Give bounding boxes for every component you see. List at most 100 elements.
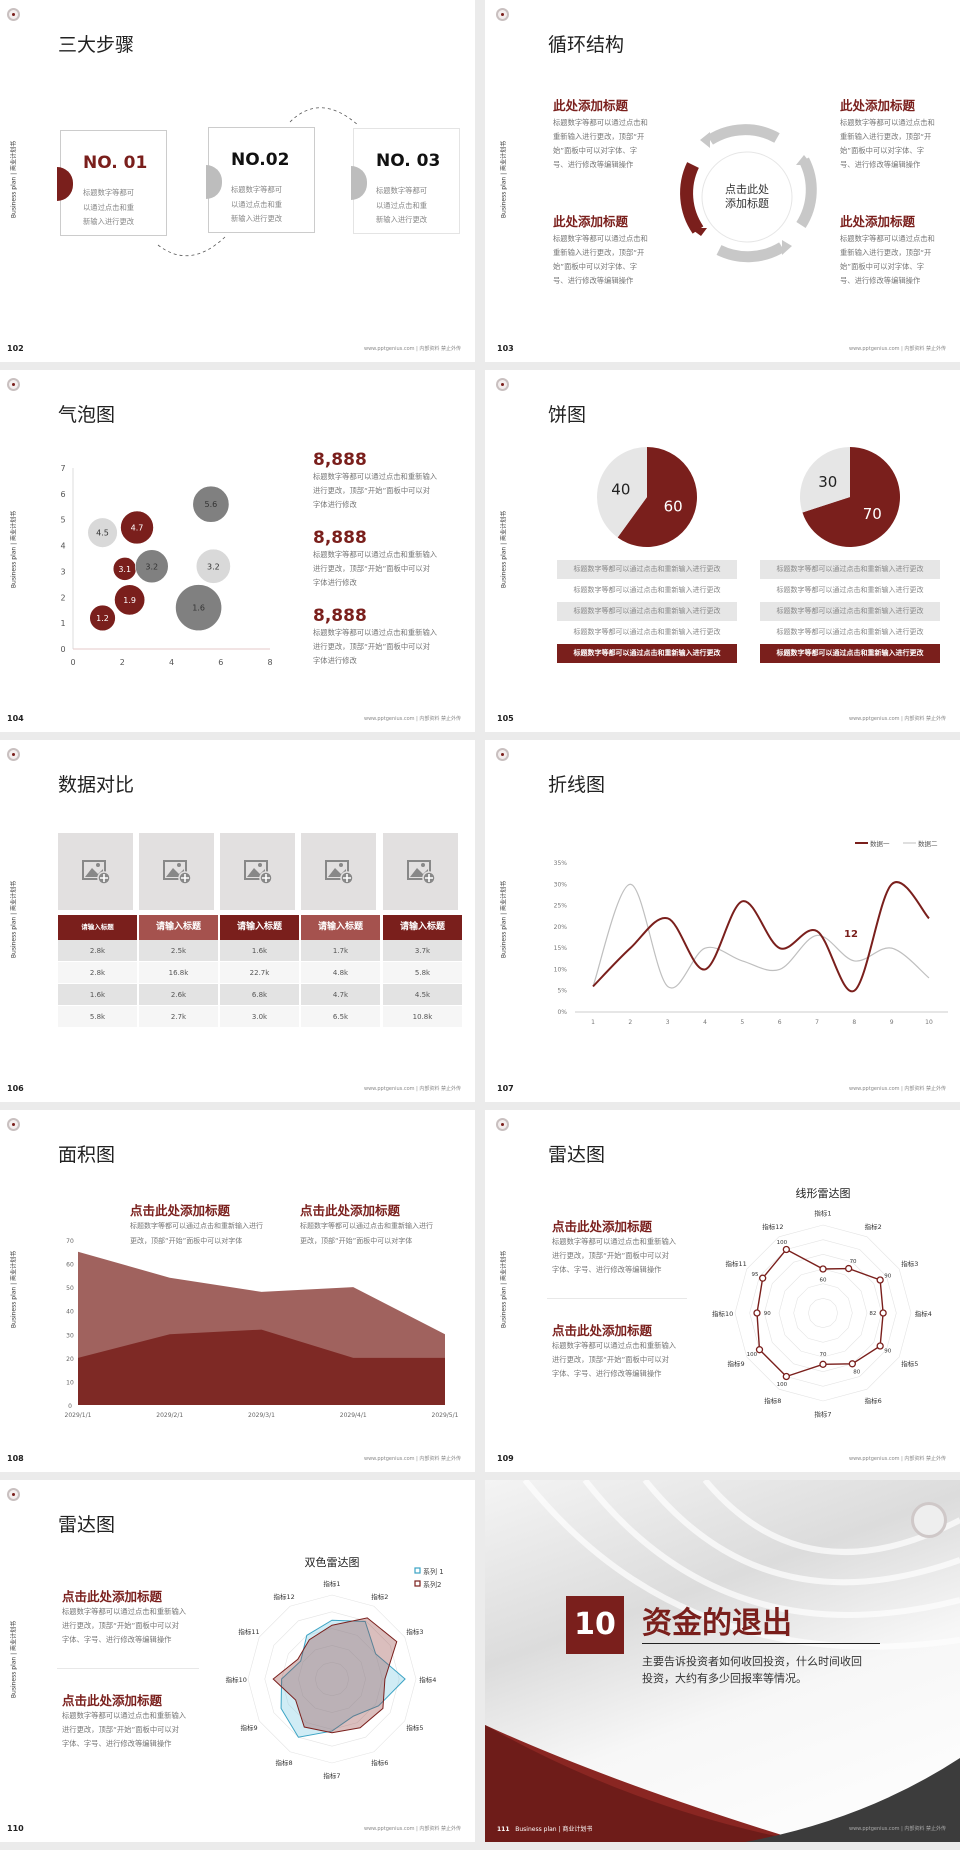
slide-108[interactable]: Business plan | 商业计划书 面积图 0 10 20 30 40 50 60 7…: [0, 1110, 475, 1472]
footer-text: www.pptgenius.com | 内部资料 禁止外传: [363, 716, 461, 722]
x-tick-label: 2: [628, 1019, 632, 1026]
slide-110[interactable]: Business plan | 商业计划书 雷达图 点击此处添加标题 标题数字等…: [0, 1480, 475, 1842]
item-text: 重新输入进行更改，顶部“开: [840, 132, 932, 141]
radar-axis-label: 指标10: [226, 1675, 247, 1684]
radar-axis-label: 指标12: [762, 1222, 783, 1231]
block-heading: 点击此处添加标题: [62, 1589, 163, 1604]
section-number: 10: [566, 1596, 624, 1654]
x-tick-label: 8: [852, 1019, 856, 1026]
radar-grid: [808, 1298, 838, 1328]
footer-text: www.pptgenius.com | 内部资料 禁止外传: [363, 1456, 461, 1462]
footer-text: www.pptgenius.com | 内部资料 禁止外传: [363, 1826, 461, 1832]
x-tick-label: 8: [267, 658, 272, 667]
y-tick-label: 3: [60, 567, 65, 576]
slide-111[interactable]: 10 资金的退出 主要告诉投资者如何收回投资，什么时间收回 投资，大约有多少回报…: [485, 1480, 960, 1842]
half-circle-marker: [57, 167, 73, 201]
data-label: 90: [884, 1274, 891, 1280]
radar-axis-label: 指标3: [406, 1627, 423, 1636]
page-number: 103: [497, 344, 514, 353]
data-label: 12: [844, 929, 858, 940]
background-swoosh: [485, 1480, 960, 1842]
description-line: 投资，大约有多少回报率等情况。: [642, 1672, 807, 1685]
divider: [642, 1643, 880, 1644]
description-row: 标题数字等都可以通过点击和重新输入进行更改: [760, 602, 940, 621]
item-heading: 此处添加标题: [840, 214, 916, 229]
table-cell: 4.5k: [383, 984, 463, 1006]
y-tick-label: 5%: [557, 988, 567, 995]
section-description: 主要告诉投资者如何收回投资，什么时间收回 投资，大约有多少回报率等情况。: [642, 1653, 862, 1687]
page-number: 106: [7, 1084, 24, 1093]
table-cell: 22.7k: [220, 962, 300, 984]
slide-103[interactable]: Business plan | 商业计划书 循环结构 点击此处 添加标题 此处添…: [485, 0, 960, 362]
description-row: 标题数字等都可以通过点击和重新输入进行更改: [557, 623, 737, 642]
bubble: [89, 604, 116, 632]
radar-axis-label: 指标9: [240, 1723, 257, 1732]
footer-text: www.pptgenius.com | 内部资料 禁止外传: [363, 1086, 461, 1092]
item-text: 重新输入进行更改，顶部“开: [840, 248, 932, 257]
pie-slice: [800, 447, 850, 513]
divider: [547, 1298, 687, 1299]
slide-107[interactable]: Business plan | 商业计划书 折线图 0% 5% 10% 15% 20% 2…: [485, 740, 960, 1102]
description-row: 标题数字等都可以通过点击和重新输入进行更改: [760, 581, 940, 600]
table-cell: 16.8k: [139, 962, 219, 984]
y-tick-label: 7: [60, 464, 65, 473]
step-text: 标题数字等都可: [231, 185, 283, 194]
bubble: [192, 485, 230, 523]
item-text: 重新输入进行更改，顶部“开: [553, 248, 645, 257]
slide-106[interactable]: Business plan | 商业计划书 数据对比 请输入标题 请输入标题 请输入…: [0, 740, 475, 1102]
step-text: 新输入进行更改: [231, 214, 283, 223]
block-heading: 点击此处添加标题: [130, 1203, 231, 1218]
legend-label: 数据一: [870, 839, 890, 848]
section-title: 资金的退出: [642, 1606, 792, 1641]
y-tick-label: 70: [66, 1238, 74, 1245]
data-label: 70: [850, 1259, 857, 1265]
radar-series: [280, 1619, 406, 1738]
bubble-label: 3.1: [118, 565, 131, 574]
image-placeholder: [58, 833, 133, 910]
description-row: 标题数字等都可以通过点击和重新输入进行更改: [760, 644, 940, 663]
block-text: 更改，顶部“开始”面板中可以对字体: [130, 1237, 243, 1245]
slide-title: 循环结构: [548, 34, 625, 56]
bubble: [135, 549, 169, 584]
radar-axis-label: 指标11: [725, 1259, 746, 1268]
slide-105[interactable]: Business plan | 商业计划书 饼图 60 40 70 30 标题数字等都…: [485, 370, 960, 732]
block-text: 更改，顶部“开始”面板中可以对字体: [300, 1237, 413, 1245]
radar-grid: [764, 1254, 882, 1372]
bubble-chart: 0 2 4 6 8 0 1 2 3 4 5 6 7 4.5 4.7 5.6 3.1 3.2 3.2 1.9 1.2 1.6: [60, 464, 272, 667]
x-tick-label: 0: [70, 658, 75, 667]
item-text: 标题数字等都可以通过点击和: [840, 234, 935, 243]
text-block: 点击此处添加标题 标题数字等都可以通过点击和重新输入进行更改，顶部“开始”面板中…: [62, 1690, 186, 1751]
table-cell: 2.8k: [58, 962, 138, 984]
pie-slice: [597, 447, 647, 538]
item-text: 始”面板中可以对字体、字: [840, 262, 925, 271]
radar-grid: [749, 1239, 897, 1387]
university-seal-icon: [911, 1502, 947, 1538]
y-tick-label: 1: [60, 619, 65, 628]
slide-109[interactable]: Business plan | 商业计划书 雷达图 点击此处添加标题 标题数字等…: [485, 1110, 960, 1472]
bubble: [114, 584, 146, 616]
image-placeholder: [383, 833, 458, 910]
bubble: [195, 548, 231, 584]
table-cell: 2.6k: [139, 984, 219, 1006]
radar-point: [782, 1245, 790, 1254]
description-line: 主要告诉投资者如何收回投资，什么时间收回: [642, 1655, 862, 1668]
pie-label: 60: [664, 497, 683, 515]
bubble: [175, 584, 222, 632]
table-header: 请输入标题: [220, 915, 300, 940]
stat-text: 进行更改，顶部“开始”面板中可以对: [313, 642, 431, 651]
x-tick-label: 3: [666, 1019, 670, 1026]
radar-grid: [247, 1594, 417, 1764]
stat-text: 字体进行修改: [313, 578, 357, 587]
radar-point: [876, 1342, 884, 1350]
footer-text: www.pptgenius.com | 内部资料 禁止外传: [848, 1456, 946, 1462]
radar-point: [819, 1265, 827, 1273]
slide-102[interactable]: Business plan | 商业计划书 三大步骤 NO. 01 标题数字等都…: [0, 0, 475, 362]
page-number: 111: [497, 1826, 510, 1833]
y-tick-label: 10: [66, 1379, 74, 1386]
x-tick-label: 9: [890, 1019, 894, 1026]
radar-axis-label: 指标12: [273, 1592, 294, 1601]
block-heading: 点击此处添加标题: [552, 1323, 653, 1338]
description-row: 标题数字等都可以通过点击和重新输入进行更改: [760, 560, 940, 579]
radar-series: [272, 1617, 398, 1734]
